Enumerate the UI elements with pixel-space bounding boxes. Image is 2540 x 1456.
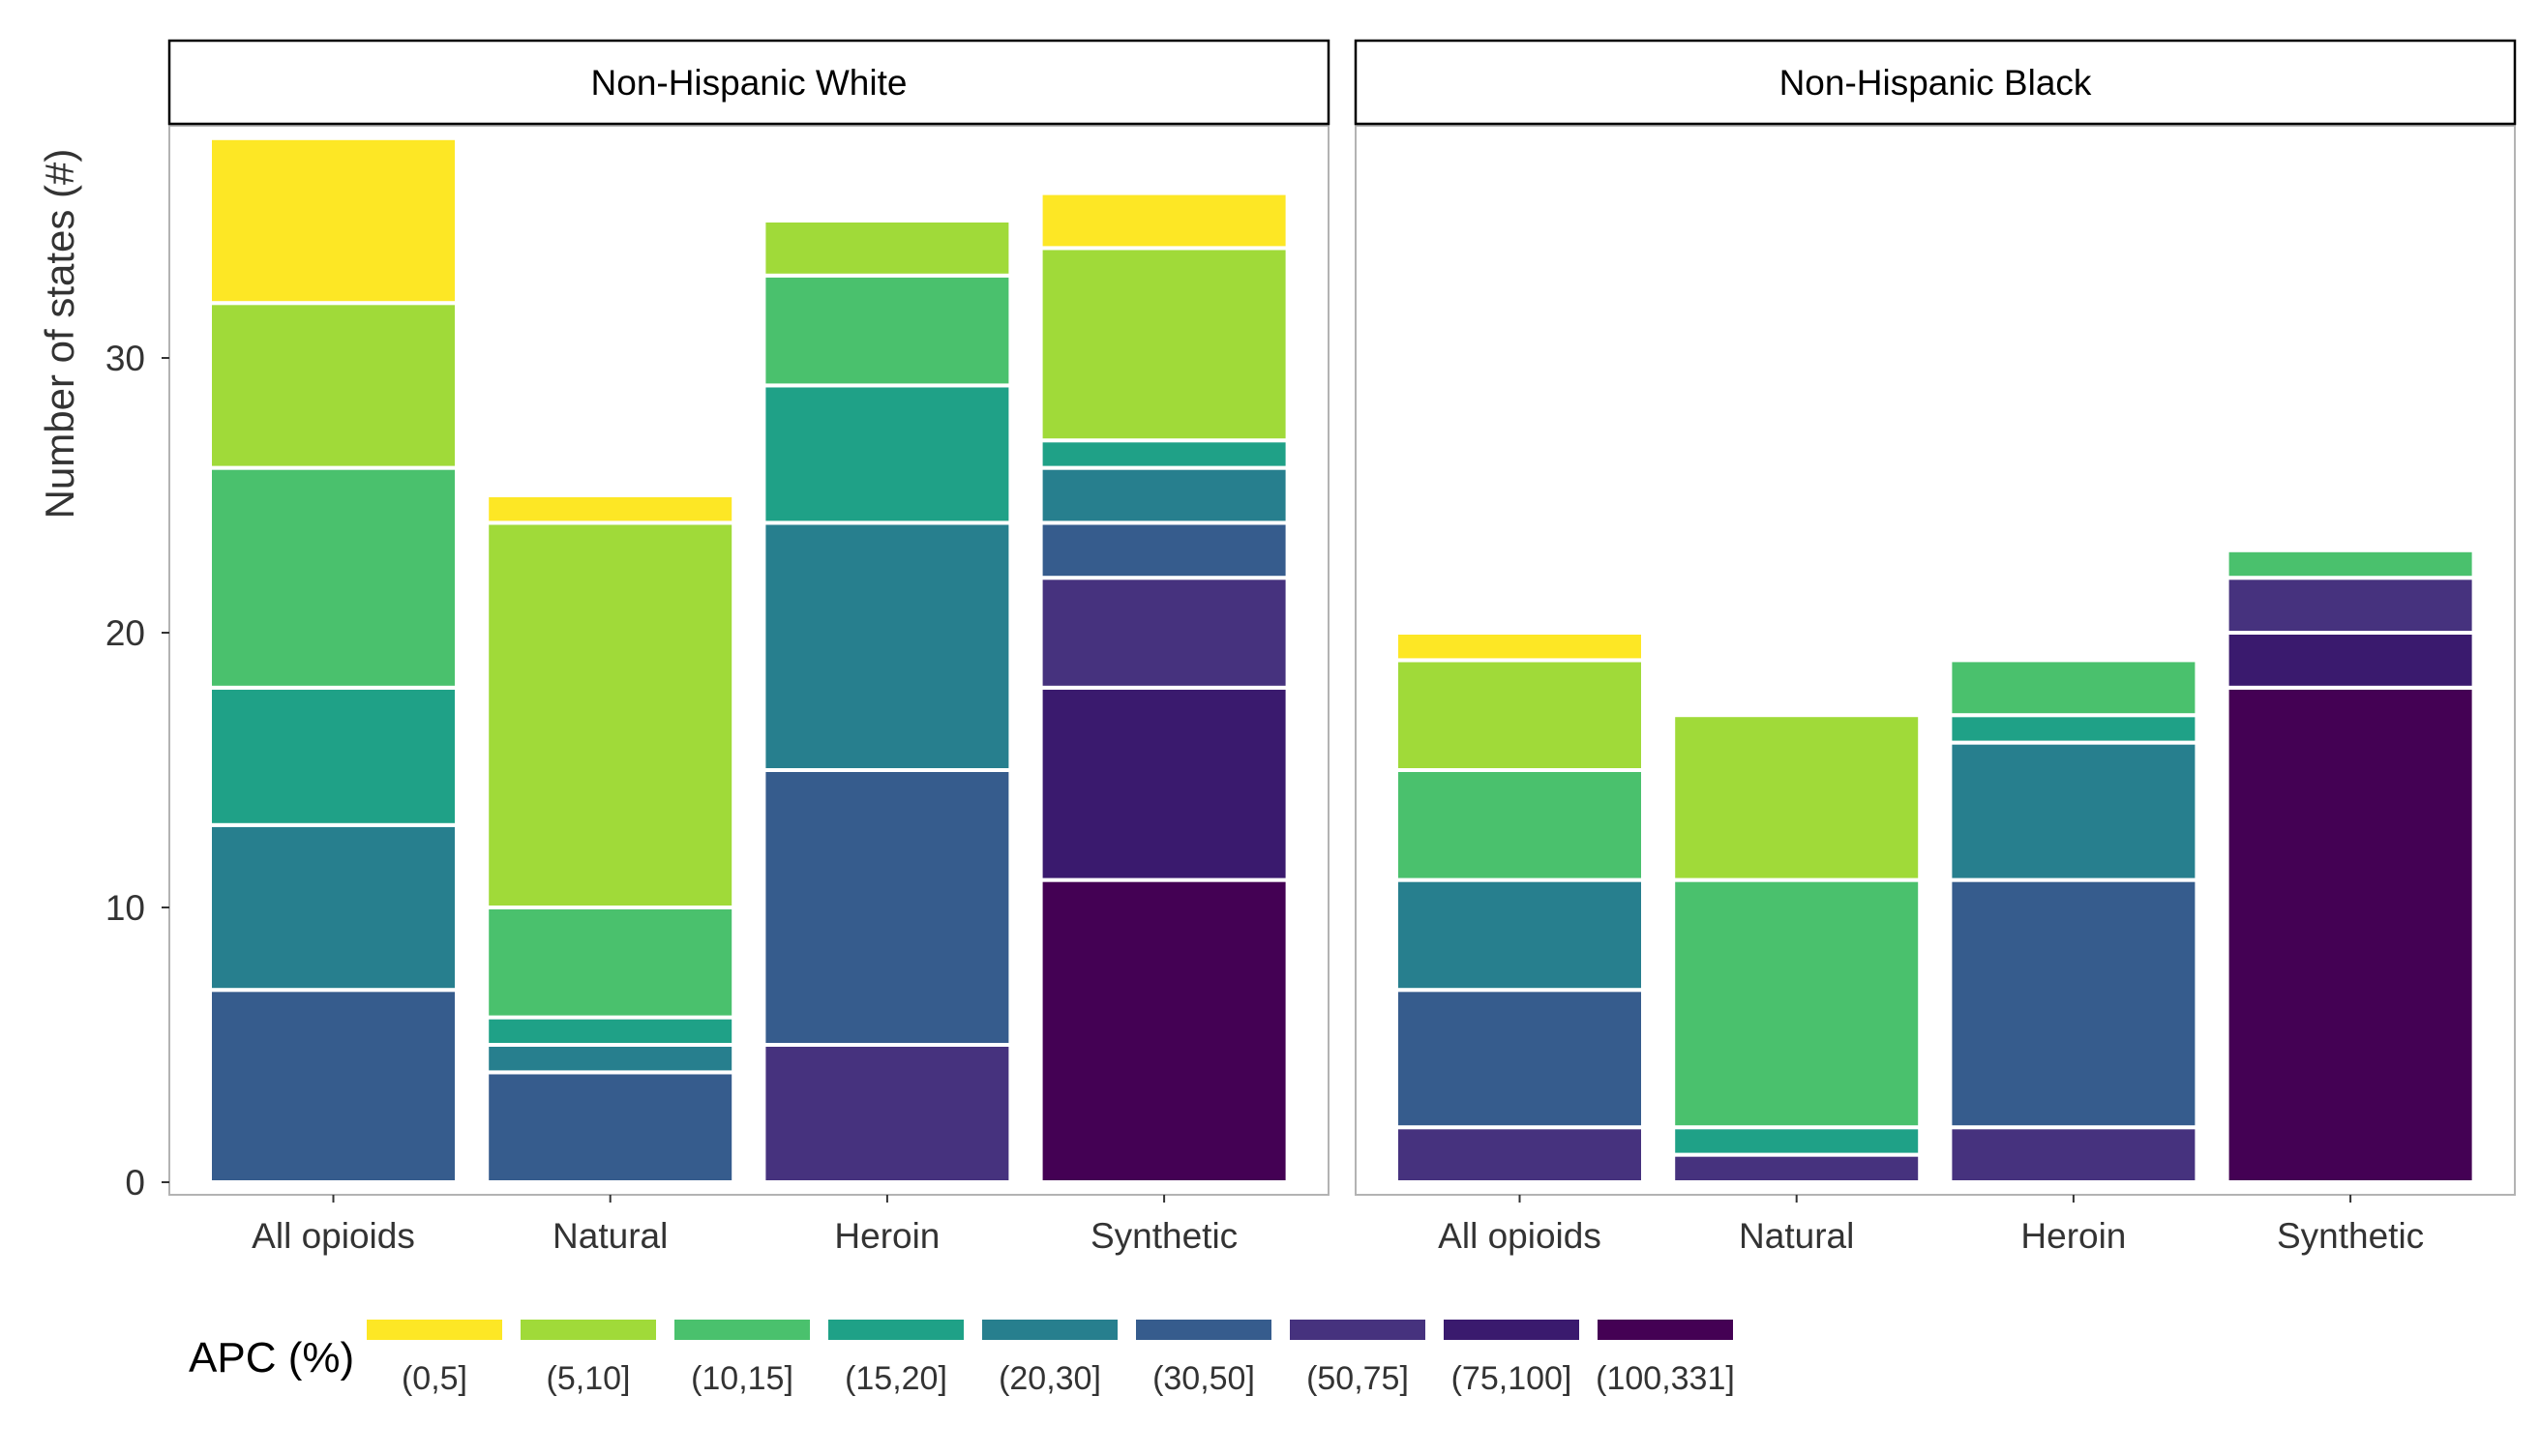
legend-label-0-5: (0,5] — [402, 1360, 467, 1397]
y-tick-label-10: 10 — [105, 888, 145, 928]
x-tick-label-non-hispanic-black-all-opioids: All opioids — [1438, 1216, 1601, 1256]
bar-segment-non-hispanic-white-synthetic-15-20 — [1038, 438, 1290, 470]
legend-key-10-15 — [674, 1320, 810, 1340]
bar-segment-non-hispanic-black-heroin-20-30 — [1948, 740, 2199, 882]
bar-segment-non-hispanic-white-heroin-10-15 — [762, 273, 1013, 388]
bar-segment-non-hispanic-white-all-opioids-30-50 — [208, 988, 459, 1185]
y-tick-label-20: 20 — [105, 613, 145, 653]
bar-segment-non-hispanic-black-all-opioids-10-15 — [1394, 768, 1645, 882]
bar-segment-non-hispanic-black-all-opioids-30-50 — [1394, 988, 1645, 1130]
bar-segment-non-hispanic-white-natural-5-10 — [485, 520, 736, 910]
bar-segment-non-hispanic-white-all-opioids-20-30 — [208, 822, 459, 993]
legend-key-100-331 — [1598, 1320, 1733, 1340]
bar-segment-non-hispanic-black-natural-50-75 — [1671, 1152, 1923, 1184]
bar-segment-non-hispanic-white-heroin-20-30 — [762, 520, 1013, 773]
bar-segment-non-hispanic-black-synthetic-100-331 — [2225, 685, 2476, 1184]
legend-label-50-75: (50,75] — [1306, 1360, 1409, 1397]
panel-strip-non-hispanic-white — [167, 39, 1330, 126]
bar-segment-non-hispanic-black-heroin-30-50 — [1948, 877, 2199, 1130]
x-tick-label-non-hispanic-black-heroin: Heroin — [2020, 1216, 2126, 1256]
bar-segment-non-hispanic-white-synthetic-75-100 — [1038, 685, 1290, 882]
legend-key-15-20 — [828, 1320, 964, 1340]
legend-label-10-15: (10,15] — [691, 1360, 793, 1397]
legend-label-30-50: (30,50] — [1152, 1360, 1255, 1397]
y-tick-label-0: 0 — [125, 1163, 145, 1203]
x-tick-label-non-hispanic-black-natural: Natural — [1739, 1216, 1854, 1256]
bar-segment-non-hispanic-black-natural-5-10 — [1671, 713, 1923, 882]
legend-key-30-50 — [1136, 1320, 1271, 1340]
bar-segment-non-hispanic-white-all-opioids-0-5 — [208, 135, 459, 306]
bar-segment-non-hispanic-white-synthetic-100-331 — [1038, 877, 1290, 1184]
legend-key-20-30 — [982, 1320, 1118, 1340]
legend-label-100-331: (100,331] — [1596, 1360, 1735, 1397]
x-tick-label-non-hispanic-white-heroin: Heroin — [834, 1216, 940, 1256]
bar-segment-non-hispanic-black-synthetic-10-15 — [2225, 548, 2476, 580]
bar-segment-non-hispanic-white-natural-15-20 — [485, 1015, 736, 1047]
legend-title: APC (%) — [189, 1334, 354, 1382]
x-tick-label-non-hispanic-white-all-opioids: All opioids — [252, 1216, 415, 1256]
y-axis-title: Number of states (#) — [37, 149, 82, 520]
bar-segment-non-hispanic-white-all-opioids-15-20 — [208, 685, 459, 827]
legend-label-20-30: (20,30] — [999, 1360, 1101, 1397]
bar-segment-non-hispanic-white-heroin-5-10 — [762, 219, 1013, 278]
bar-segment-non-hispanic-white-natural-30-50 — [485, 1070, 736, 1185]
legend-key-5-10 — [521, 1320, 656, 1340]
bar-segment-non-hispanic-white-natural-10-15 — [485, 906, 736, 1020]
legend-key-50-75 — [1290, 1320, 1425, 1340]
bar-segment-non-hispanic-white-heroin-15-20 — [762, 383, 1013, 525]
panel-border-non-hispanic-white — [168, 125, 1330, 1196]
panel-border-non-hispanic-black — [1355, 125, 2516, 1196]
legend-label-5-10: (5,10] — [547, 1360, 631, 1397]
bar-segment-non-hispanic-white-natural-0-5 — [485, 493, 736, 525]
x-tick-label-non-hispanic-white-natural: Natural — [553, 1216, 668, 1256]
bar-segment-non-hispanic-white-synthetic-0-5 — [1038, 191, 1290, 251]
bar-segment-non-hispanic-black-natural-15-20 — [1671, 1125, 1923, 1157]
bar-segment-non-hispanic-black-all-opioids-5-10 — [1394, 658, 1645, 773]
panel-title-non-hispanic-black: Non-Hispanic Black — [1779, 63, 2092, 103]
bar-segment-non-hispanic-black-heroin-50-75 — [1948, 1125, 2199, 1184]
bar-segment-non-hispanic-black-all-opioids-0-5 — [1394, 631, 1645, 663]
legend-label-15-20: (15,20] — [845, 1360, 947, 1397]
panel-strip-non-hispanic-black — [1354, 39, 2517, 126]
bar-segment-non-hispanic-black-all-opioids-20-30 — [1394, 877, 1645, 993]
bar-segment-non-hispanic-white-all-opioids-10-15 — [208, 465, 459, 690]
bar-segment-non-hispanic-white-natural-20-30 — [485, 1043, 736, 1075]
bar-segment-non-hispanic-black-synthetic-75-100 — [2225, 631, 2476, 690]
bar-segment-non-hispanic-black-heroin-10-15 — [1948, 658, 2199, 718]
x-tick-label-non-hispanic-white-synthetic: Synthetic — [1091, 1216, 1238, 1256]
legend-key-0-5 — [367, 1320, 502, 1340]
bar-segment-non-hispanic-black-synthetic-50-75 — [2225, 576, 2476, 636]
bar-segment-non-hispanic-white-all-opioids-5-10 — [208, 301, 459, 470]
bar-segment-non-hispanic-black-all-opioids-50-75 — [1394, 1125, 1645, 1184]
panel-title-non-hispanic-white: Non-Hispanic White — [591, 63, 908, 103]
bar-segment-non-hispanic-white-heroin-50-75 — [762, 1043, 1013, 1184]
bar-segment-non-hispanic-white-synthetic-50-75 — [1038, 576, 1290, 690]
bar-segment-non-hispanic-black-natural-10-15 — [1671, 877, 1923, 1130]
legend-label-75-100: (75,100] — [1451, 1360, 1572, 1397]
legend-key-75-100 — [1444, 1320, 1579, 1340]
bar-segment-non-hispanic-white-synthetic-5-10 — [1038, 246, 1290, 443]
bar-segment-non-hispanic-white-heroin-30-50 — [762, 768, 1013, 1047]
bar-segment-non-hispanic-white-synthetic-20-30 — [1038, 465, 1290, 525]
bar-segment-non-hispanic-black-heroin-15-20 — [1948, 713, 2199, 745]
bar-segment-non-hispanic-white-synthetic-30-50 — [1038, 520, 1290, 580]
y-tick-label-30: 30 — [105, 339, 145, 378]
x-tick-label-non-hispanic-black-synthetic: Synthetic — [2277, 1216, 2424, 1256]
